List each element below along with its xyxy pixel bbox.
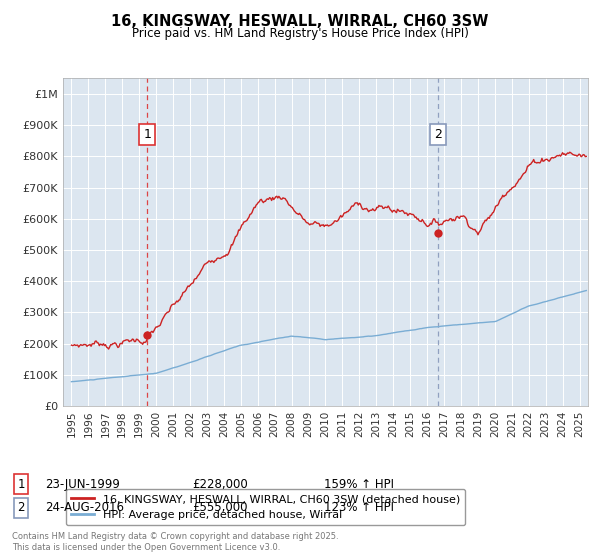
Text: 2: 2 [434,128,442,141]
Text: £555,000: £555,000 [192,501,248,515]
Text: 1: 1 [17,478,25,491]
Text: 24-AUG-2016: 24-AUG-2016 [45,501,124,515]
Text: £228,000: £228,000 [192,478,248,491]
Text: 1: 1 [143,128,151,141]
Text: 123% ↑ HPI: 123% ↑ HPI [324,501,394,515]
Text: 23-JUN-1999: 23-JUN-1999 [45,478,120,491]
Text: 159% ↑ HPI: 159% ↑ HPI [324,478,394,491]
Text: Contains HM Land Registry data © Crown copyright and database right 2025.
This d: Contains HM Land Registry data © Crown c… [12,532,338,552]
Text: 2: 2 [17,501,25,515]
Legend: 16, KINGSWAY, HESWALL, WIRRAL, CH60 3SW (detached house), HPI: Average price, de: 16, KINGSWAY, HESWALL, WIRRAL, CH60 3SW … [66,488,466,525]
Text: 16, KINGSWAY, HESWALL, WIRRAL, CH60 3SW: 16, KINGSWAY, HESWALL, WIRRAL, CH60 3SW [112,14,488,29]
Text: Price paid vs. HM Land Registry's House Price Index (HPI): Price paid vs. HM Land Registry's House … [131,27,469,40]
